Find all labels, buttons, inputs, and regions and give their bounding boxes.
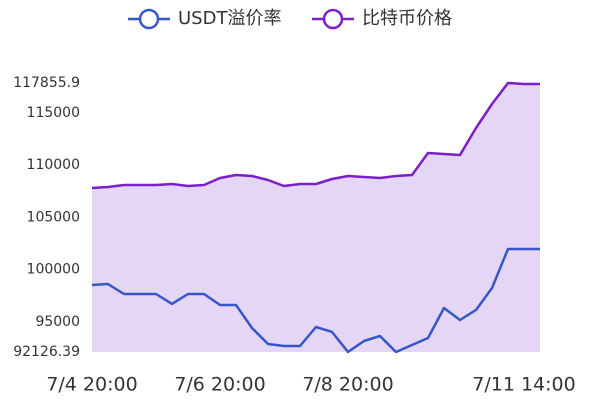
line bbox=[91, 81, 540, 190]
x-tick-label: 7/6 20:00 bbox=[174, 374, 265, 396]
legend-label: 比特币价格 bbox=[362, 8, 452, 29]
y-tick-label: 92126.39 bbox=[13, 344, 80, 360]
legend-label: USDT溢价率 bbox=[178, 8, 281, 29]
x-tick-label: 7/8 20:00 bbox=[302, 374, 393, 396]
y-tick-label: 115000 bbox=[27, 105, 80, 121]
y-tick-label: 105000 bbox=[27, 209, 80, 225]
x-tick-label: 7/11 14:00 bbox=[472, 374, 575, 396]
y-tick-label: 117855.9 bbox=[13, 75, 80, 91]
y-tick-label: 95000 bbox=[35, 314, 80, 330]
area bbox=[92, 82, 540, 352]
x-tick-label: 7/4 20:00 bbox=[46, 374, 137, 396]
legend-marker bbox=[138, 8, 160, 30]
y-tick-label: 100000 bbox=[27, 262, 80, 278]
legend-marker bbox=[322, 8, 344, 30]
line bbox=[91, 247, 540, 354]
y-tick-label: 110000 bbox=[27, 157, 80, 173]
